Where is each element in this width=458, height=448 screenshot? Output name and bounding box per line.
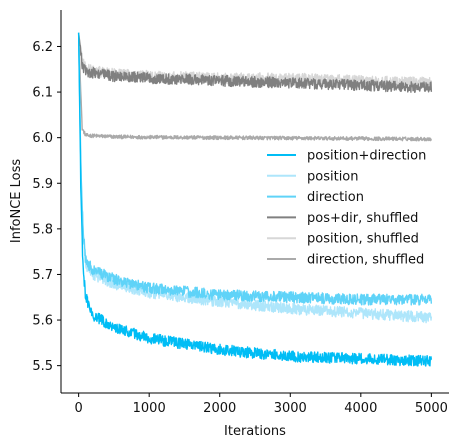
x-tick-label: 0 xyxy=(74,401,82,416)
legend-label: position xyxy=(307,169,359,184)
legend-label: pos+dir, shuffled xyxy=(307,211,418,226)
legend-label: position+direction xyxy=(307,149,426,164)
y-tick-label: 5.7 xyxy=(32,268,53,283)
y-ticks: 5.5 5.6 5.7 5.8 5.9 6.0 6.1 6.2 xyxy=(32,40,61,374)
y-tick-label: 5.8 xyxy=(32,222,53,237)
legend-label: direction xyxy=(307,190,364,205)
x-tick-label: 4000 xyxy=(344,401,377,416)
y-tick-label: 5.6 xyxy=(32,314,53,329)
y-tick-label: 6.1 xyxy=(32,86,53,101)
series-line-pos-dir-shuffled xyxy=(77,32,433,94)
x-ticks: 0 1000 2000 3000 4000 5000 xyxy=(74,393,448,416)
series-line-direction-shuffled xyxy=(77,32,433,142)
x-tick-label: 5000 xyxy=(415,401,448,416)
y-tick-label: 6.0 xyxy=(32,131,53,146)
legend-label: direction, shuffled xyxy=(307,253,424,268)
series-line-position-direction xyxy=(77,32,433,367)
legend-label: position, shuffled xyxy=(307,232,419,247)
x-axis-title: Iterations xyxy=(224,424,286,439)
series-line-direction xyxy=(77,32,433,306)
x-tick-label: 3000 xyxy=(274,401,307,416)
y-axis-title: InfoNCE Loss xyxy=(9,159,24,243)
series-lines xyxy=(77,32,433,367)
legend: position+direction position direction pos+d… xyxy=(267,149,426,268)
y-tick-label: 6.2 xyxy=(32,40,53,55)
x-tick-label: 1000 xyxy=(133,401,166,416)
axes xyxy=(60,10,449,394)
y-tick-label: 5.5 xyxy=(32,359,53,374)
y-tick-label: 5.9 xyxy=(32,177,53,192)
x-tick-label: 2000 xyxy=(203,401,236,416)
